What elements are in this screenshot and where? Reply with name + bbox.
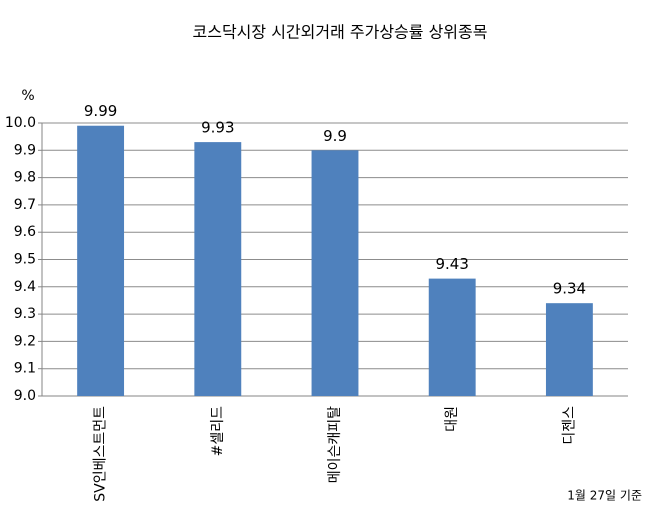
bar <box>311 150 359 396</box>
bar <box>545 303 593 396</box>
bar <box>77 125 125 396</box>
x-tick-label: SV인베스트먼트 <box>93 406 109 502</box>
x-tick-label: 메이슨캐피탈 <box>327 406 343 483</box>
chart-title: 코스닥시장 시간외거래 주가상승률 상위종목 <box>193 23 488 42</box>
x-tick-label: 대원 <box>444 406 460 432</box>
data-label: 9.9 <box>323 127 347 145</box>
footnote: 1월 27일 기준 <box>567 489 642 503</box>
y-tick-label: 9.4 <box>14 279 36 295</box>
y-tick-label: 9.8 <box>14 170 36 186</box>
y-tick-label: 10.0 <box>5 115 36 131</box>
data-label: 9.34 <box>553 280 586 298</box>
data-label: 9.99 <box>84 102 117 120</box>
bar <box>428 278 476 396</box>
y-axis-label: % <box>21 88 34 104</box>
bar <box>194 142 242 396</box>
data-label: 9.43 <box>435 255 468 273</box>
y-tick-label: 9.0 <box>14 388 36 404</box>
y-tick-label: 9.9 <box>14 142 36 158</box>
y-tick-label: 9.6 <box>14 224 36 240</box>
y-tick-label: 9.1 <box>14 361 36 377</box>
y-tick-label: 9.3 <box>14 306 36 322</box>
y-tick-label: 9.5 <box>14 252 36 268</box>
y-tick-label: 9.2 <box>14 333 36 349</box>
y-tick-label: 9.7 <box>14 197 36 213</box>
x-tick-label: 디젠스 <box>561 406 577 445</box>
x-tick-label: #셀리드 <box>210 406 226 456</box>
data-label: 9.93 <box>201 119 234 137</box>
